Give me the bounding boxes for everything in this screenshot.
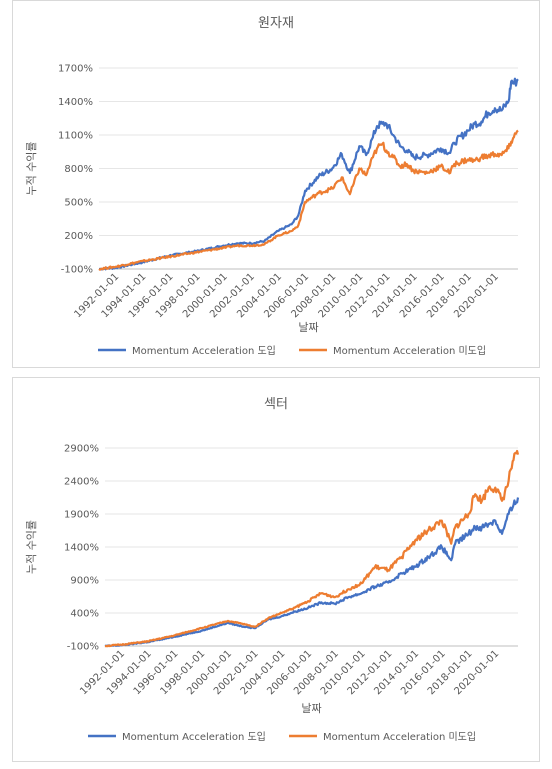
y-tick-label: 1700% — [58, 64, 93, 75]
series-line-2 — [98, 129, 519, 271]
y-tick-label: 400% — [70, 609, 99, 620]
legend-label: Momentum Acceleration 미도입 — [323, 730, 476, 743]
series-line-2 — [104, 449, 520, 648]
legend-label: Momentum Acceleration 도입 — [122, 730, 266, 743]
y-tick-label: 2400% — [64, 477, 99, 488]
chart-title: 섹터 — [264, 397, 288, 412]
series-line-1 — [98, 77, 519, 271]
y-tick-label: 2900% — [64, 444, 99, 455]
y-tick-label: 1100% — [58, 131, 93, 142]
x-axis-title: 날짜 — [298, 321, 318, 334]
chart-title: 원자재 — [258, 16, 294, 31]
y-tick-label: 500% — [64, 198, 93, 209]
y-tick-label: 1400% — [64, 543, 99, 554]
series-line-1 — [104, 497, 520, 648]
legend-label: Momentum Acceleration 미도입 — [333, 344, 486, 357]
y-tick-label: 1900% — [64, 510, 99, 521]
y-axis-title: 누적 수익률 — [25, 520, 38, 574]
chart-panel-sectors: 섹터 2900% 2400% 1900% 1400% 900% 400% -100% 누적 수익… — [12, 377, 540, 762]
line-chart-sectors: 섹터 2900% 2400% 1900% 1400% 900% 400% -100% 누적 수익… — [25, 397, 520, 743]
y-tick-label: 800% — [64, 164, 93, 175]
y-axis-title: 누적 수익률 — [25, 141, 38, 195]
chart-panel-commodities: 원자재 1700% 1400% 1100% 800% 500% 200% -100% 누적 수익… — [12, 0, 540, 368]
y-tick-label: 900% — [70, 576, 99, 587]
y-tick-label: -100% — [61, 265, 93, 276]
y-tick-label: 200% — [64, 231, 93, 242]
y-tick-label: -100% — [67, 642, 99, 653]
y-tick-label: 1400% — [58, 97, 93, 108]
legend-label: Momentum Acceleration 도입 — [132, 344, 276, 357]
x-axis-title: 날짜 — [301, 702, 321, 715]
line-chart-commodities: 원자재 1700% 1400% 1100% 800% 500% 200% -100% 누적 수익… — [25, 16, 519, 357]
